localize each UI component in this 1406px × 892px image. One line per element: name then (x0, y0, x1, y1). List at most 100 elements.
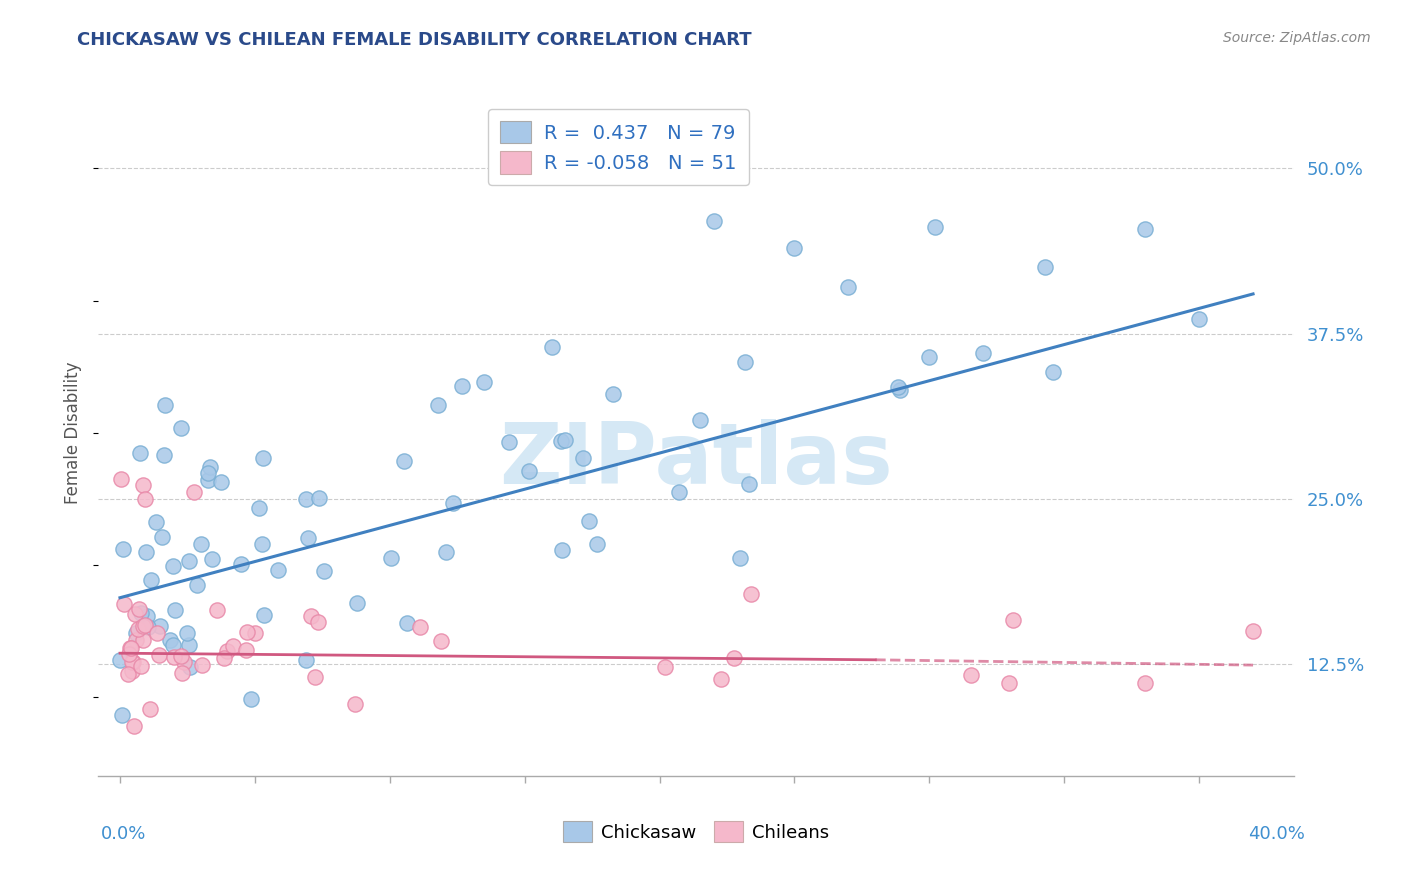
Point (250, 537, 273, 551)
Point (170, 648, 193, 663)
Y-axis label: Female Disability: Female Disability (65, 361, 83, 504)
Point (738, 477, 761, 491)
Point (197, 473, 219, 487)
Point (918, 350, 941, 364)
Point (1241, 624, 1264, 639)
Point (179, 660, 201, 674)
Point (235, 643, 257, 657)
Point (426, 398, 449, 412)
Point (723, 650, 745, 665)
Point (121, 655, 143, 669)
Point (299, 609, 322, 624)
Point (409, 620, 432, 634)
Point (110, 652, 132, 666)
Point (110, 472, 132, 486)
Point (148, 648, 170, 662)
Point (190, 537, 212, 551)
Point (550, 434, 572, 448)
Point (118, 640, 141, 655)
Point (173, 655, 195, 669)
Point (959, 668, 981, 682)
Point (145, 516, 167, 530)
Point (124, 607, 146, 621)
Point (924, 219, 946, 234)
Point (212, 651, 235, 665)
Point (294, 653, 316, 667)
Point (134, 491, 156, 506)
Point (128, 602, 150, 616)
Point (186, 578, 208, 592)
Point (121, 655, 143, 669)
Point (392, 454, 415, 468)
Text: CHICKASAW VS CHILEAN FEMALE DISABILITY CORRELATION CHART: CHICKASAW VS CHILEAN FEMALE DISABILITY C… (77, 31, 752, 49)
Point (430, 633, 453, 648)
Point (179, 638, 201, 652)
Point (153, 398, 176, 412)
Point (245, 625, 267, 640)
Point (112, 597, 135, 611)
Point (1033, 260, 1056, 275)
Point (540, 340, 562, 354)
Point (689, 412, 711, 426)
Point (236, 624, 259, 639)
Point (314, 564, 336, 578)
Point (304, 670, 326, 684)
Text: 40.0%: 40.0% (1249, 825, 1305, 843)
Point (129, 658, 152, 673)
Point (150, 530, 173, 544)
Point (135, 608, 157, 623)
Point (209, 475, 232, 489)
Point (132, 478, 155, 492)
Point (162, 638, 184, 652)
Point (267, 563, 290, 577)
Point (472, 375, 495, 389)
Point (308, 491, 330, 505)
Point (170, 665, 193, 680)
Point (201, 552, 224, 566)
Point (344, 697, 367, 711)
Point (179, 553, 201, 567)
Point (734, 355, 756, 369)
Point (295, 492, 318, 507)
Point (136, 620, 159, 634)
Point (117, 667, 139, 681)
Point (1133, 676, 1156, 690)
Point (554, 433, 576, 447)
Point (120, 640, 142, 655)
Point (1002, 614, 1025, 628)
Point (222, 639, 245, 653)
Point (149, 618, 172, 632)
Point (740, 587, 762, 601)
Point (118, 647, 141, 661)
Point (163, 602, 186, 616)
Point (441, 496, 464, 510)
Point (125, 625, 148, 640)
Point (252, 450, 274, 465)
Point (997, 675, 1019, 690)
Point (215, 644, 238, 658)
Point (668, 484, 690, 499)
Point (122, 719, 145, 733)
Point (111, 542, 134, 557)
Point (710, 672, 733, 686)
Point (1350, 289, 1372, 303)
Point (654, 660, 676, 674)
Text: 0.0%: 0.0% (101, 825, 146, 843)
Point (162, 558, 184, 573)
Point (783, 241, 806, 255)
Point (139, 702, 162, 716)
Point (163, 650, 186, 665)
Point (135, 545, 157, 559)
Text: Source: ZipAtlas.com: Source: ZipAtlas.com (1223, 31, 1371, 45)
Point (972, 346, 994, 360)
Point (198, 460, 221, 475)
Point (197, 467, 219, 481)
Point (111, 707, 134, 722)
Point (125, 632, 148, 647)
Point (183, 485, 205, 500)
Point (498, 435, 520, 450)
Point (517, 464, 540, 478)
Point (551, 543, 574, 558)
Point (145, 626, 167, 640)
Point (1042, 365, 1064, 379)
